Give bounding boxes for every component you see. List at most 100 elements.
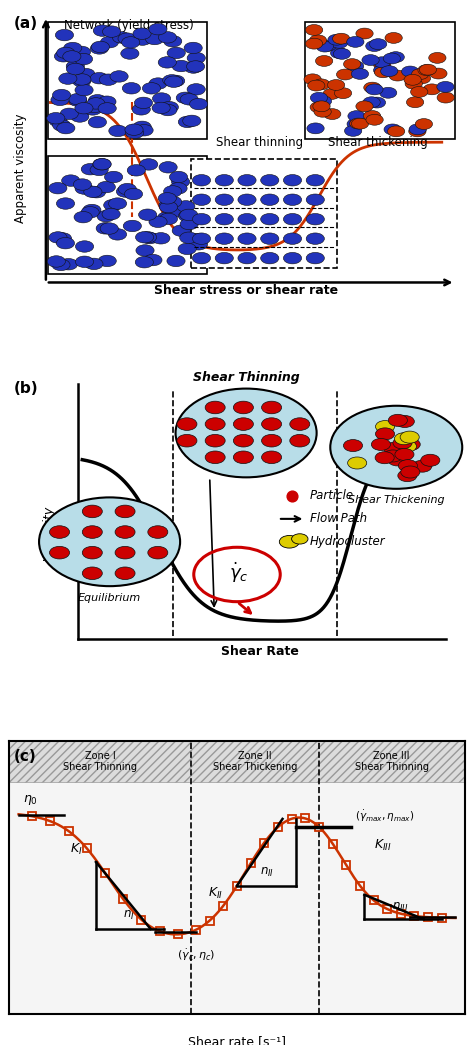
- Circle shape: [118, 32, 136, 44]
- Circle shape: [283, 233, 301, 245]
- Circle shape: [238, 233, 256, 245]
- Circle shape: [144, 254, 162, 265]
- Circle shape: [180, 218, 198, 230]
- Circle shape: [74, 53, 92, 65]
- Circle shape: [148, 547, 168, 559]
- Circle shape: [316, 41, 334, 52]
- Circle shape: [83, 103, 102, 115]
- Circle shape: [306, 213, 324, 225]
- Circle shape: [233, 418, 254, 431]
- Circle shape: [348, 111, 365, 121]
- Circle shape: [261, 253, 279, 264]
- Circle shape: [98, 96, 116, 108]
- Circle shape: [153, 93, 171, 104]
- Circle shape: [158, 56, 176, 68]
- Text: $K_I$: $K_I$: [70, 841, 82, 857]
- Circle shape: [401, 66, 419, 77]
- Circle shape: [148, 526, 168, 538]
- Circle shape: [387, 51, 404, 63]
- Circle shape: [184, 62, 202, 73]
- Circle shape: [401, 439, 420, 450]
- Circle shape: [292, 534, 308, 544]
- Circle shape: [88, 116, 107, 127]
- Circle shape: [104, 200, 122, 211]
- Circle shape: [261, 213, 279, 225]
- Circle shape: [313, 79, 330, 90]
- Circle shape: [190, 238, 208, 250]
- Circle shape: [135, 124, 153, 136]
- Circle shape: [112, 31, 130, 43]
- Circle shape: [164, 196, 182, 208]
- Circle shape: [56, 237, 74, 249]
- Circle shape: [75, 240, 94, 252]
- Circle shape: [140, 232, 159, 243]
- Circle shape: [356, 101, 373, 112]
- Circle shape: [115, 505, 135, 517]
- Circle shape: [158, 31, 176, 43]
- Circle shape: [98, 255, 116, 266]
- Circle shape: [73, 75, 91, 87]
- Circle shape: [51, 94, 69, 106]
- Circle shape: [85, 101, 104, 113]
- Circle shape: [192, 233, 210, 245]
- Circle shape: [215, 233, 233, 245]
- Circle shape: [115, 526, 135, 538]
- Circle shape: [142, 83, 161, 94]
- Circle shape: [308, 80, 325, 91]
- Circle shape: [430, 68, 447, 79]
- Circle shape: [81, 207, 99, 218]
- Circle shape: [347, 457, 367, 469]
- Circle shape: [69, 95, 87, 107]
- Circle shape: [313, 101, 330, 112]
- Circle shape: [146, 33, 164, 45]
- Circle shape: [319, 41, 336, 51]
- Circle shape: [90, 164, 108, 176]
- Circle shape: [413, 73, 431, 84]
- Circle shape: [97, 182, 115, 192]
- Circle shape: [215, 213, 233, 225]
- Circle shape: [375, 420, 395, 433]
- Text: Shear Rate: Shear Rate: [221, 645, 299, 657]
- Circle shape: [140, 159, 158, 170]
- Circle shape: [123, 220, 141, 232]
- Text: Flow Path: Flow Path: [310, 512, 367, 526]
- Circle shape: [39, 497, 180, 586]
- Circle shape: [205, 435, 225, 447]
- Text: Shear thinning: Shear thinning: [216, 136, 303, 149]
- Circle shape: [184, 42, 202, 53]
- Circle shape: [56, 198, 74, 209]
- Circle shape: [82, 505, 102, 517]
- Circle shape: [149, 23, 167, 34]
- Circle shape: [418, 65, 435, 75]
- Circle shape: [388, 414, 408, 426]
- Circle shape: [178, 243, 196, 255]
- Circle shape: [262, 435, 282, 447]
- Circle shape: [398, 469, 417, 482]
- Circle shape: [310, 92, 328, 103]
- Circle shape: [52, 259, 70, 271]
- Circle shape: [158, 192, 176, 204]
- Circle shape: [75, 102, 93, 114]
- Circle shape: [366, 41, 383, 51]
- Circle shape: [102, 208, 120, 219]
- Circle shape: [366, 114, 383, 125]
- Circle shape: [405, 78, 422, 89]
- Circle shape: [180, 94, 198, 106]
- Circle shape: [169, 183, 187, 194]
- Circle shape: [116, 186, 135, 198]
- Circle shape: [419, 64, 437, 75]
- Circle shape: [409, 124, 427, 135]
- Circle shape: [152, 233, 170, 245]
- Circle shape: [62, 175, 80, 186]
- Circle shape: [109, 125, 127, 137]
- Circle shape: [75, 183, 93, 194]
- Circle shape: [59, 73, 77, 85]
- Circle shape: [180, 209, 198, 220]
- Text: Viscosity: Viscosity: [42, 506, 55, 561]
- Circle shape: [314, 107, 331, 117]
- Bar: [191, 159, 337, 269]
- Circle shape: [127, 164, 146, 176]
- Circle shape: [290, 435, 310, 447]
- Circle shape: [428, 52, 446, 64]
- Circle shape: [413, 460, 432, 472]
